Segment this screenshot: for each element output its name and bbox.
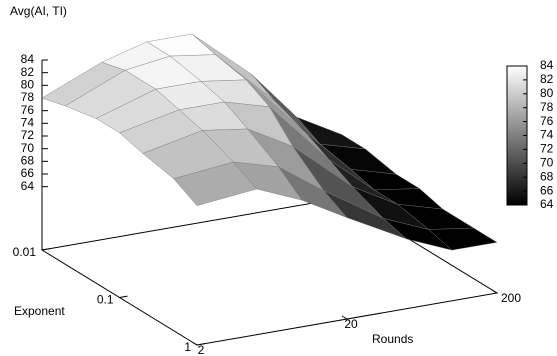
colorbar-tick-label: 74 <box>540 128 554 142</box>
colorbar-tick-label: 66 <box>540 183 554 197</box>
z-tick-label: 70 <box>21 141 35 155</box>
colorbar-tick-label: 72 <box>540 142 554 156</box>
y-tick-label: 1 <box>184 340 191 354</box>
z-tick-label: 72 <box>21 128 35 142</box>
z-tick-label: 66 <box>21 166 35 180</box>
y-tick <box>119 295 128 298</box>
z-tick-label: 76 <box>21 103 35 117</box>
colorbar-tick-label: 78 <box>540 100 554 114</box>
colorbar-tick-label: 64 <box>540 197 554 211</box>
colorbar-tick-label: 70 <box>540 155 554 169</box>
x-tick-label: 2 <box>198 343 205 356</box>
x-tick <box>491 289 498 294</box>
surface <box>41 33 498 251</box>
x-axis-title: Rounds <box>372 332 413 346</box>
colorbar-tick-label: 68 <box>540 169 554 183</box>
x-tick <box>341 315 348 320</box>
y-tick-label: 0.01 <box>13 245 37 259</box>
y-tick <box>41 248 51 251</box>
colorbar-tick-label: 76 <box>540 114 554 128</box>
z-tick-label: 78 <box>21 90 35 104</box>
y-axis-title: Exponent <box>14 304 65 318</box>
z-tick-label: 74 <box>21 116 35 130</box>
surface-cell <box>173 161 258 206</box>
colorbar-tick-label: 84 <box>540 58 554 72</box>
z-tick-label: 80 <box>21 78 35 92</box>
colorbar-tick-label: 80 <box>540 86 554 100</box>
x-tick-label: 20 <box>344 317 358 331</box>
z-tick-label: 82 <box>21 65 35 79</box>
z-tick-label: 68 <box>21 154 35 168</box>
z-tick-label: 84 <box>21 52 35 66</box>
x-tick <box>191 341 198 346</box>
x-tick-label: 200 <box>501 291 521 305</box>
colorbar-tick-label: 82 <box>540 72 554 86</box>
y-tick-label: 0.1 <box>97 293 114 307</box>
z-axis-title: Avg(AI, TI) <box>10 4 67 18</box>
y-tick <box>196 343 206 346</box>
z-tick-label: 64 <box>21 179 35 193</box>
